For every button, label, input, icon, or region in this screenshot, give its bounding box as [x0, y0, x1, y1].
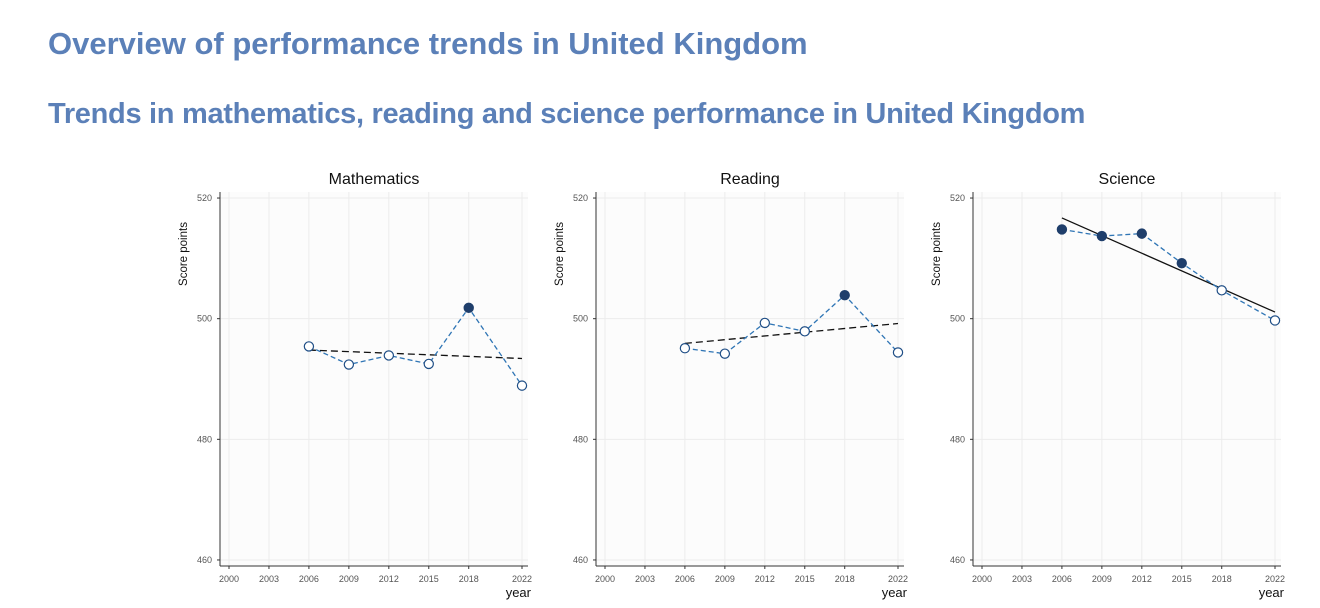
data-point: [1269, 315, 1281, 326]
chart-title: Reading: [720, 171, 780, 188]
y-axis-label: Score points: [554, 222, 566, 286]
y-axis-label: Score points: [931, 222, 943, 286]
data-point: [1056, 224, 1068, 235]
chart-title: Science: [1099, 171, 1156, 188]
x-tick-label: 2009: [339, 574, 359, 584]
y-tick-label: 500: [197, 314, 212, 324]
x-tick-label: 2000: [219, 574, 239, 584]
series-line: [684, 294, 899, 355]
data-point: [1096, 230, 1108, 242]
y-tick-label: 480: [950, 434, 965, 444]
y-tick-label: 460: [950, 555, 965, 565]
x-tick-label: 2022: [1265, 574, 1285, 584]
data-point: [839, 289, 850, 301]
x-tick-label: 2018: [1212, 574, 1232, 584]
data-point: [303, 341, 315, 352]
plot-area-background: [596, 192, 904, 566]
x-tick-label: 2022: [888, 574, 908, 584]
x-tick-label: 2018: [835, 574, 855, 584]
y-tick-label: 500: [573, 314, 588, 324]
x-tick-label: 2003: [635, 574, 655, 584]
y-tick-label: 500: [950, 314, 965, 324]
x-tick-label: 2000: [972, 574, 992, 584]
x-axis-label: year: [882, 585, 908, 600]
trend-line: [308, 349, 523, 360]
data-point: [1216, 285, 1227, 296]
x-axis-label: year: [1259, 585, 1285, 600]
page-title: Overview of performance trends in United…: [48, 26, 808, 61]
x-tick-label: 2009: [715, 574, 735, 584]
x-tick-label: 2012: [379, 574, 399, 584]
x-tick-label: 2012: [755, 574, 775, 584]
data-point: [343, 359, 355, 370]
x-tick-label: 2009: [1092, 574, 1112, 584]
x-axis-label: year: [506, 585, 532, 600]
x-tick-label: 2006: [675, 574, 695, 584]
chart-panel-science: 460 480 500 520 2000 2003 2006 2009 2012 2015 2018…: [931, 171, 1285, 600]
x-tick-label: 2000: [595, 574, 615, 584]
series-line: [308, 306, 523, 387]
chart-panel-reading: 460 480 500 520 2000 2003 2006 2009 2012 2015 2018…: [554, 171, 908, 600]
plot-area-background: [973, 192, 1281, 566]
x-tick-label: 2018: [459, 574, 479, 584]
data-point: [719, 348, 731, 359]
data-point: [383, 350, 395, 361]
data-point: [1176, 257, 1187, 269]
section-subtitle: Trends in mathematics, reading and scien…: [48, 98, 1086, 130]
data-point: [799, 326, 810, 337]
x-tick-label: 2003: [1012, 574, 1032, 584]
trend-line: [684, 322, 899, 345]
chart-panel-mathematics: 460 480 500 520 2000 2003 2006 2009 2012 2015 2018…: [178, 171, 532, 600]
data-point: [1136, 228, 1148, 239]
x-tick-label: 2006: [1052, 574, 1072, 584]
y-tick-label: 460: [573, 555, 588, 565]
y-tick-label: 460: [197, 555, 212, 565]
data-point: [463, 302, 474, 314]
data-point: [892, 347, 904, 358]
data-point: [516, 380, 528, 391]
y-tick-label: 520: [573, 193, 588, 203]
y-tick-label: 480: [197, 434, 212, 444]
x-tick-label: 2015: [1172, 574, 1192, 584]
y-tick-label: 520: [950, 193, 965, 203]
data-point: [759, 317, 771, 329]
x-tick-label: 2012: [1132, 574, 1152, 584]
series-line: [1061, 228, 1276, 322]
data-point: [679, 343, 691, 354]
data-point: [423, 358, 434, 370]
y-tick-label: 520: [197, 193, 212, 203]
x-tick-label: 2022: [512, 574, 532, 584]
y-axis-label: Score points: [178, 222, 190, 286]
x-tick-label: 2003: [259, 574, 279, 584]
chart-title: Mathematics: [329, 171, 420, 188]
x-tick-label: 2015: [795, 574, 815, 584]
plot-area-background: [220, 192, 528, 566]
x-tick-label: 2015: [419, 574, 439, 584]
x-tick-label: 2006: [299, 574, 319, 584]
y-tick-label: 480: [573, 434, 588, 444]
